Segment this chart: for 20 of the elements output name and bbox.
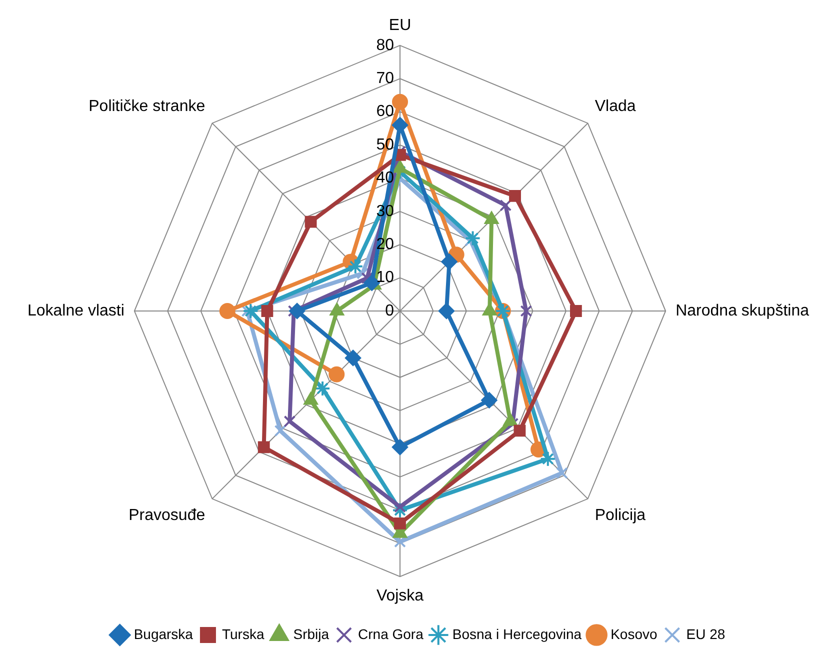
legend-label: Turska: [222, 626, 264, 642]
legend-label: Srbija: [293, 626, 330, 642]
spoke-label: Vojska: [376, 588, 424, 605]
legend-label: Bugarska: [134, 626, 194, 642]
spoke-label: EU: [388, 17, 412, 34]
spoke-label: Vlada: [594, 98, 636, 115]
y-tick-label: 0: [385, 302, 394, 320]
legend-label: Crna Gora: [358, 626, 424, 642]
y-tick-label: 10: [376, 269, 394, 286]
y-tick-label: 60: [376, 103, 394, 120]
spoke-label: Narodna skupština: [676, 302, 810, 320]
spoke-label: Policija: [594, 506, 646, 524]
spoke-label: Političke stranke: [88, 98, 206, 115]
legend-label: EU 28: [686, 626, 726, 642]
spoke-label: Pravosuđe: [128, 506, 206, 524]
legend-label: Bosna i Hercegovina: [452, 626, 582, 642]
y-tick-label: 80: [376, 36, 394, 54]
y-tick-label: 70: [376, 70, 394, 88]
spoke-label: Lokalne vlasti: [27, 302, 124, 320]
legend-label: Kosovo: [610, 626, 658, 642]
